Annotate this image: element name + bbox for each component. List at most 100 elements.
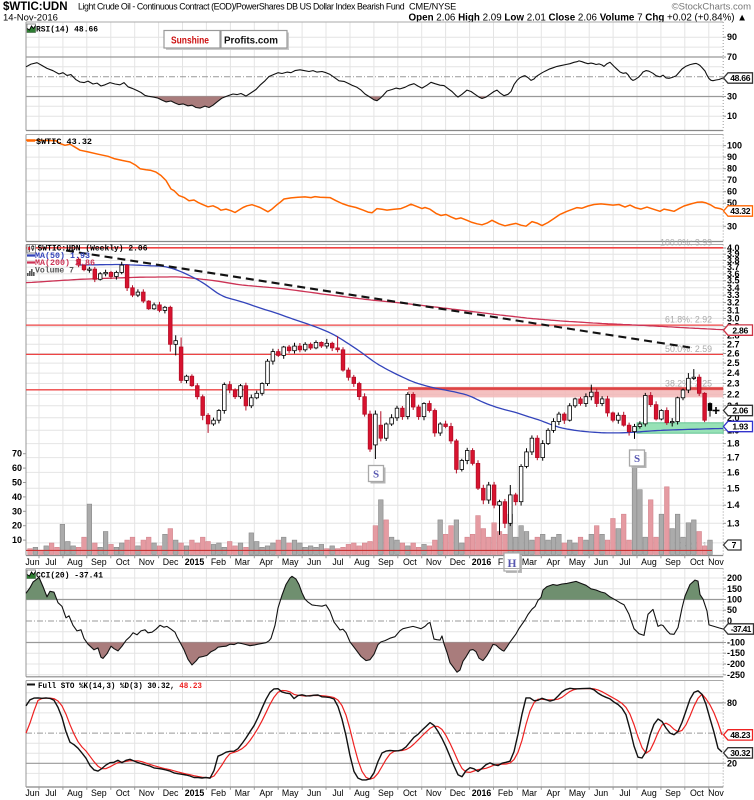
svg-text:Jul: Jul bbox=[45, 557, 56, 567]
svg-text:10: 10 bbox=[12, 535, 22, 545]
svg-text:100: 100 bbox=[727, 595, 742, 605]
svg-text:Sep: Sep bbox=[665, 557, 681, 567]
svg-text:RSI(14) 48.66: RSI(14) 48.66 bbox=[36, 25, 98, 35]
svg-text:2015: 2015 bbox=[185, 788, 205, 798]
svg-text:3.0: 3.0 bbox=[727, 313, 740, 323]
svg-text:3.2: 3.2 bbox=[727, 298, 740, 308]
svg-text:3.6: 3.6 bbox=[727, 269, 740, 279]
svg-text:50: 50 bbox=[727, 605, 737, 615]
svg-text:Apr: Apr bbox=[259, 788, 273, 798]
svg-text:2.7: 2.7 bbox=[727, 339, 740, 349]
svg-text:Volume 7: Volume 7 bbox=[35, 266, 74, 276]
svg-text:$WTIC:UDN: $WTIC:UDN bbox=[3, 1, 68, 13]
svg-text:Dec: Dec bbox=[450, 557, 466, 567]
svg-text:90: 90 bbox=[727, 32, 737, 42]
svg-text:0.0%: 1.18: 0.0%: 1.18 bbox=[670, 541, 712, 551]
svg-text:3.9: 3.9 bbox=[727, 249, 740, 259]
svg-text:Jul: Jul bbox=[619, 788, 630, 798]
svg-text:May: May bbox=[282, 557, 299, 567]
svg-text:150: 150 bbox=[727, 584, 742, 594]
svg-text:Oct: Oct bbox=[690, 788, 704, 798]
svg-text:100.0%: 3.99: 100.0%: 3.99 bbox=[660, 237, 712, 247]
svg-text:2.5: 2.5 bbox=[727, 358, 740, 368]
svg-text:2.0: 2.0 bbox=[727, 413, 740, 423]
svg-text:Jun: Jun bbox=[25, 557, 39, 567]
svg-text:Feb: Feb bbox=[498, 788, 513, 798]
svg-text:1.6: 1.6 bbox=[727, 467, 740, 477]
svg-text:1.8: 1.8 bbox=[727, 439, 740, 449]
svg-text:Aug: Aug bbox=[641, 557, 657, 567]
svg-text:2.86: 2.86 bbox=[732, 325, 748, 335]
svg-text:70: 70 bbox=[12, 449, 22, 459]
svg-text:48.66: 48.66 bbox=[730, 73, 751, 83]
svg-text:Sep: Sep bbox=[91, 788, 107, 798]
svg-text:Apr: Apr bbox=[546, 788, 560, 798]
svg-text:1.3: 1.3 bbox=[727, 518, 740, 528]
svg-text:Sep: Sep bbox=[378, 557, 394, 567]
svg-text:May: May bbox=[569, 788, 586, 798]
svg-text:Jun: Jun bbox=[25, 788, 39, 798]
svg-text:3.1: 3.1 bbox=[727, 305, 740, 315]
svg-text:1.7: 1.7 bbox=[727, 453, 740, 463]
svg-text:2.06: 2.06 bbox=[732, 406, 748, 416]
svg-text:CME/NYSE: CME/NYSE bbox=[409, 2, 456, 12]
svg-text:7: 7 bbox=[732, 540, 737, 550]
svg-text:3.7: 3.7 bbox=[727, 262, 740, 272]
svg-text:Sep: Sep bbox=[665, 788, 681, 798]
svg-text:H: H bbox=[508, 558, 517, 570]
svg-text:200: 200 bbox=[727, 573, 742, 583]
svg-text:-250: -250 bbox=[727, 670, 745, 680]
svg-text:14-Nov-2016: 14-Nov-2016 bbox=[3, 13, 58, 24]
svg-text:Nov: Nov bbox=[139, 788, 155, 798]
svg-text:61.8%: 2.92: 61.8%: 2.92 bbox=[665, 315, 712, 325]
svg-text:Jun: Jun bbox=[307, 788, 321, 798]
svg-text:Mar: Mar bbox=[235, 788, 250, 798]
svg-text:Feb: Feb bbox=[211, 557, 226, 567]
svg-text:2015: 2015 bbox=[185, 557, 205, 567]
svg-text:60: 60 bbox=[12, 463, 22, 473]
svg-text:50: 50 bbox=[12, 478, 22, 488]
svg-text:Mar: Mar bbox=[522, 557, 537, 567]
svg-text:$WTIC:UDN (Weekly) 2.06: $WTIC:UDN (Weekly) 2.06 bbox=[38, 244, 148, 254]
svg-text:Aug: Aug bbox=[67, 557, 83, 567]
svg-text:Apr: Apr bbox=[259, 557, 273, 567]
svg-text:Aug: Aug bbox=[67, 788, 83, 798]
svg-text:Dec: Dec bbox=[450, 788, 466, 798]
svg-text:Dec: Dec bbox=[163, 788, 179, 798]
svg-text:30.32: 30.32 bbox=[730, 748, 751, 758]
svg-text:Open 2.06 High 2.09 Low 2.01 C: Open 2.06 High 2.09 Low 2.01 Close 2.06 … bbox=[409, 13, 747, 24]
svg-text:MA(200) 2.86: MA(200) 2.86 bbox=[35, 258, 95, 268]
svg-text:1.93: 1.93 bbox=[732, 422, 748, 432]
svg-text:2016: 2016 bbox=[472, 557, 492, 567]
svg-text:Jun: Jun bbox=[594, 557, 608, 567]
svg-text:2.3: 2.3 bbox=[727, 379, 740, 389]
svg-text:Jul: Jul bbox=[45, 788, 56, 798]
svg-text:Apr: Apr bbox=[546, 557, 560, 567]
svg-text:CCI(20) -37.41: CCI(20) -37.41 bbox=[36, 571, 103, 581]
svg-text:2.4: 2.4 bbox=[727, 368, 740, 378]
svg-text:Aug: Aug bbox=[354, 557, 370, 567]
svg-text:Light Crude Oil - Continuous C: Light Crude Oil - Continuous Contract (E… bbox=[78, 2, 405, 12]
svg-text:Jul: Jul bbox=[332, 788, 343, 798]
svg-text:Jul: Jul bbox=[332, 557, 343, 567]
svg-text:1.5: 1.5 bbox=[727, 483, 740, 493]
svg-text:0: 0 bbox=[727, 616, 732, 626]
svg-text:30: 30 bbox=[727, 92, 737, 102]
svg-text:Oct: Oct bbox=[116, 788, 130, 798]
svg-text:Aug: Aug bbox=[354, 788, 370, 798]
svg-text:3.8: 3.8 bbox=[727, 256, 740, 266]
svg-text:60: 60 bbox=[727, 187, 737, 197]
svg-text:20: 20 bbox=[12, 521, 22, 531]
svg-text:Sep: Sep bbox=[378, 788, 394, 798]
svg-text:Sunshine: Sunshine bbox=[171, 35, 209, 47]
svg-text:50.0%: 2.59: 50.0%: 2.59 bbox=[665, 344, 712, 354]
svg-text:Oct: Oct bbox=[116, 557, 130, 567]
svg-text:4.0: 4.0 bbox=[727, 243, 740, 253]
svg-text:Feb: Feb bbox=[211, 788, 226, 798]
svg-text:20: 20 bbox=[727, 758, 737, 768]
svg-text:Jul: Jul bbox=[619, 557, 630, 567]
svg-text:Mar: Mar bbox=[235, 557, 250, 567]
svg-text:70: 70 bbox=[727, 175, 737, 185]
svg-text:Full STO %K(14,3) %D(3) 30.32,: Full STO %K(14,3) %D(3) 30.32, 48.23 bbox=[38, 681, 202, 691]
svg-text:Oct: Oct bbox=[403, 557, 417, 567]
